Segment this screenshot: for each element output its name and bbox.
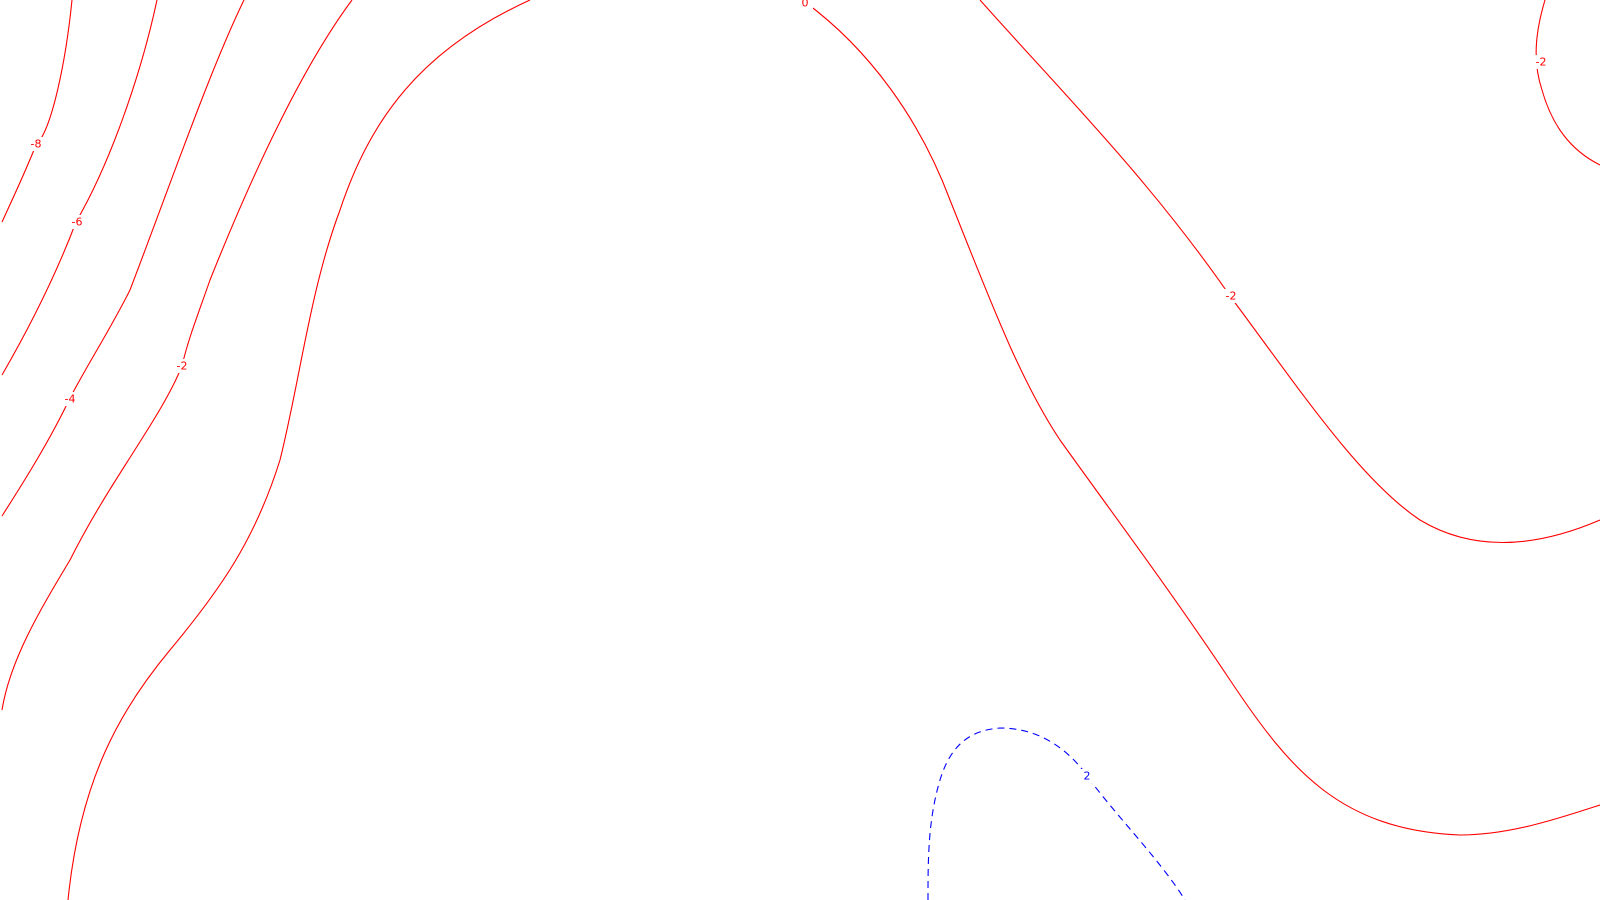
contour-label-minus-2-corner: -2 bbox=[1536, 56, 1547, 69]
contour-label-minus-2-mid: -2 bbox=[1226, 290, 1237, 303]
contour-line-minus-6 bbox=[1, 0, 158, 376]
contour-line-minus-4 bbox=[1, 0, 245, 517]
contour-label-minus-2-left: -2 bbox=[177, 360, 188, 373]
contour-line-minus-2-mid bbox=[979, 0, 1600, 544]
contour-line-minus-2-corner bbox=[1535, 0, 1600, 166]
contour-label-minus-6: -6 bbox=[72, 216, 83, 229]
contour-label-plus-2: 2 bbox=[1084, 770, 1091, 783]
contour-label-zero: 0 bbox=[802, 0, 809, 10]
contour-line-plus-2 bbox=[927, 727, 1186, 900]
contour-line-zero bbox=[67, 0, 531, 900]
contour-line-zero-right bbox=[804, 1, 1600, 836]
contour-line-minus-2-left bbox=[1, 0, 353, 711]
contour-line-minus-8 bbox=[1, 0, 73, 223]
contour-label-minus-8: -8 bbox=[31, 138, 42, 151]
contour-label-minus-4: -4 bbox=[65, 393, 76, 406]
